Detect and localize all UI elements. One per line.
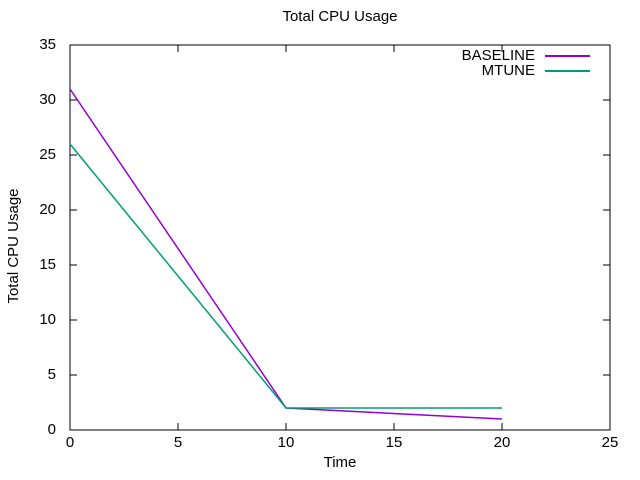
x-tick-label: 25: [601, 434, 619, 451]
x-tick-label: 20: [493, 434, 511, 451]
y-tick-label: 30: [39, 91, 56, 108]
y-tick-label: 15: [39, 256, 56, 273]
legend-item-mtune: MTUNE: [462, 63, 590, 78]
legend-line-mtune: [545, 69, 590, 72]
x-tick-label: 10: [277, 434, 295, 451]
y-tick-label: 20: [39, 201, 56, 218]
series-line-baseline: [69, 88, 503, 420]
plot-border: [69, 44, 611, 431]
y-tick-label: 35: [39, 36, 56, 53]
y-tick-label: 5: [47, 366, 56, 383]
x-tick-label: 0: [65, 434, 75, 451]
chart-title: Total CPU Usage: [282, 8, 398, 25]
x-tick-label: 5: [173, 434, 183, 451]
y-tick-label: 0: [47, 421, 56, 438]
legend-line-baseline: [545, 54, 590, 57]
y-tick-label: 25: [39, 146, 56, 163]
legend: BASELINE MTUNE: [462, 48, 590, 78]
series-line-mtune: [69, 143, 502, 409]
legend-label-mtune: MTUNE: [481, 62, 535, 79]
legend-label-baseline: BASELINE: [461, 47, 535, 64]
y-tick-label: 10: [39, 311, 56, 328]
legend-item-baseline: BASELINE: [462, 48, 590, 63]
x-tick-label: 15: [385, 434, 403, 451]
x-axis-label: Time: [323, 454, 357, 471]
